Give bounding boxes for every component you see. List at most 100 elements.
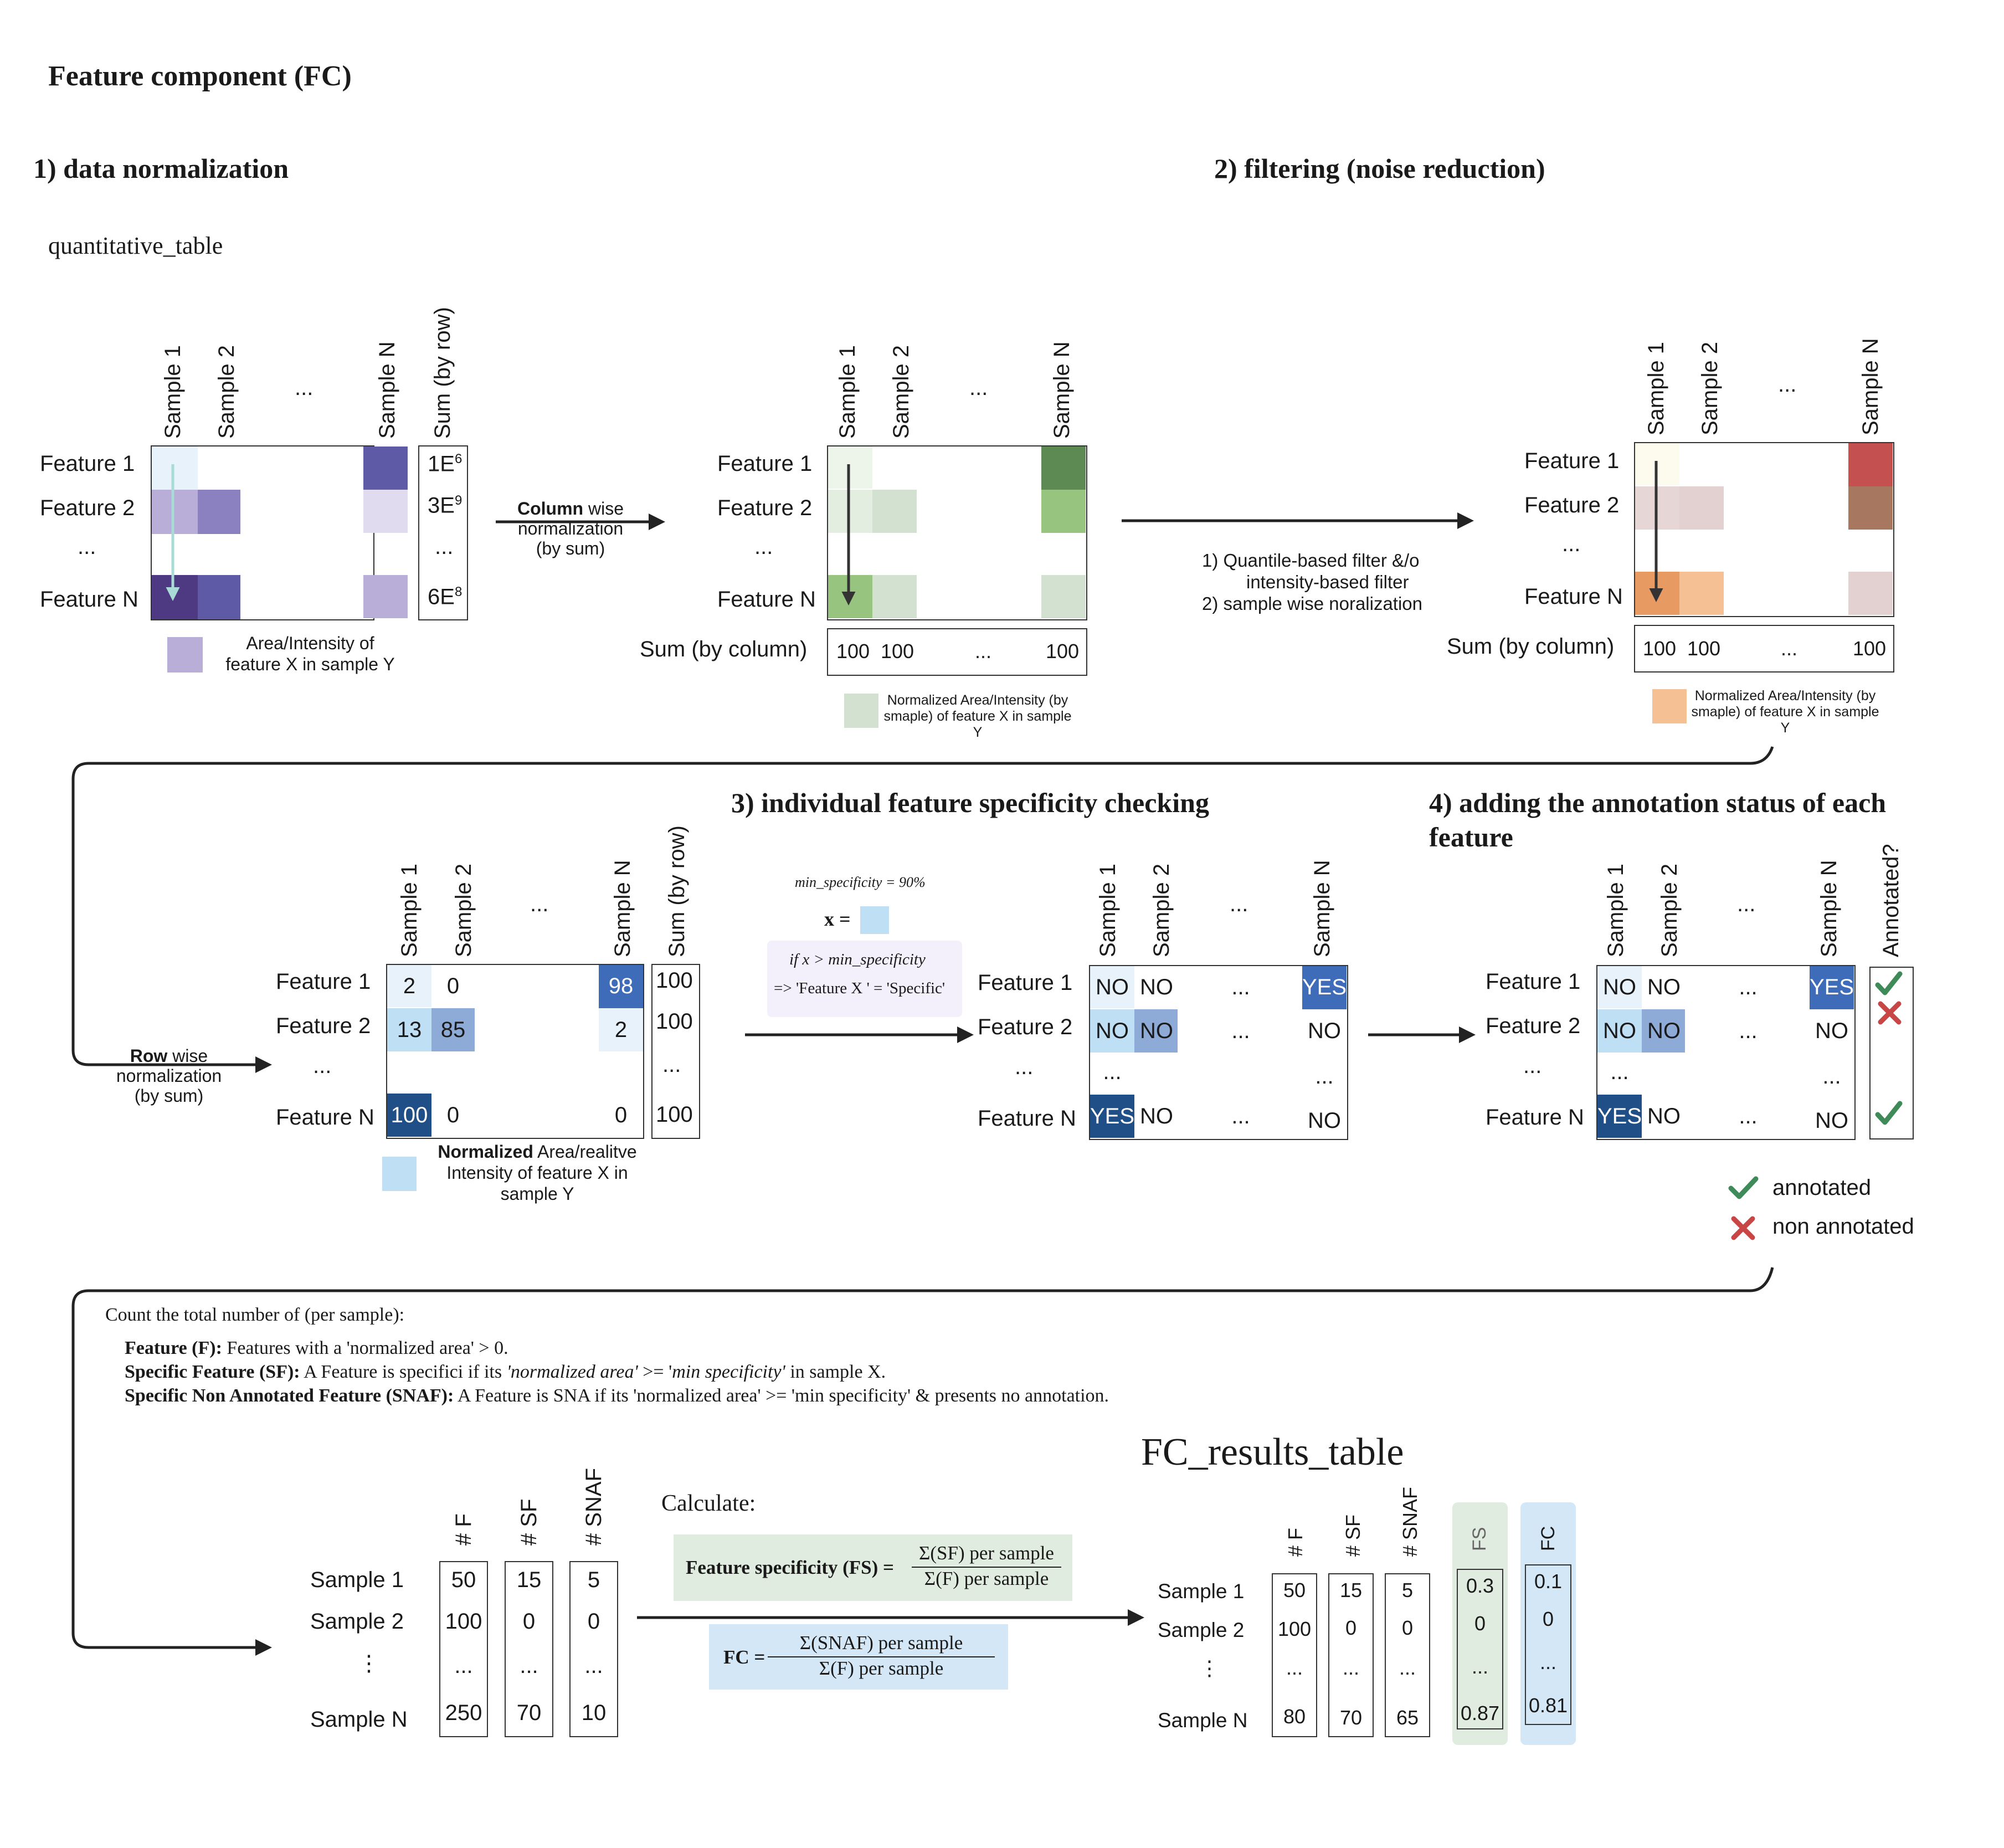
fs-column-highlight (1452, 1502, 1508, 1745)
ct-row-ellipsis: ⋮ (358, 1651, 380, 1676)
p1-cell-N-N (363, 575, 408, 618)
rowwise-label: Row wise normalization (by sum) (116, 1046, 222, 1106)
p5-row-feature1: Feature 1 (978, 971, 1073, 995)
ct-val-1-sf: 15 (516, 1567, 542, 1592)
rt-val-2-snaf: 0 (1401, 1616, 1414, 1639)
p3-sum-row (1634, 625, 1894, 673)
ct-val-N-snaf: 10 (581, 1700, 607, 1725)
p6-val-1-1: NO (1603, 974, 1636, 999)
p4-legend-swatch (382, 1157, 417, 1191)
ct-box-sf (505, 1561, 553, 1737)
ct-val-2-snaf: 0 (587, 1609, 600, 1634)
p6-val-N-N: NO (1815, 1108, 1848, 1133)
p2-row-ellipsis: ... (754, 535, 773, 559)
p5-val-2-3: ... (1231, 1018, 1250, 1043)
p5-val-N-1: YES (1090, 1103, 1135, 1128)
condition-line2: => 'Feature X ' = 'Specific' (774, 979, 946, 997)
p1-cell-1-N (363, 446, 408, 490)
p5-val-1-1: NO (1096, 974, 1129, 999)
p2-sum-row (827, 628, 1087, 676)
p4-row-ellipsis: ... (313, 1054, 332, 1078)
p5-matrix (1089, 965, 1348, 1140)
p4-sum-2: 100 (656, 1009, 693, 1034)
p3-legend-swatch (1652, 689, 1687, 723)
p1-cell-N-2 (198, 575, 240, 619)
p4-val-2-1: 13 (397, 1017, 422, 1042)
rt-val-N-sf: 70 (1339, 1706, 1363, 1729)
rt-box-fs (1457, 1569, 1503, 1729)
p1-sum-N: 6E8 (428, 584, 463, 609)
fs-formula-label: Feature specificity (FS) = (686, 1557, 894, 1578)
p3-legend-text: Normalized Area/Intensity (by smaple) of… (1691, 688, 1879, 736)
p2-row-featureN: Feature N (717, 587, 816, 612)
p4-val-1-1: 2 (403, 973, 416, 998)
p1-row-feature2: Feature 2 (40, 496, 135, 520)
p6-val-1-3: ... (1739, 974, 1758, 999)
p6-val-2-1: NO (1603, 1018, 1636, 1043)
ct-row-sample2: Sample 2 (310, 1609, 404, 1634)
p1-row-featureN: Feature N (40, 587, 138, 612)
p4-val-2-N: 2 (614, 1017, 628, 1042)
figure-title: Feature component (FC) (48, 60, 352, 92)
condition-line1: if x > min_specificity (789, 951, 926, 968)
fs-fraction-bar (912, 1567, 1061, 1568)
p1-sum-ellipsis: ... (435, 535, 454, 559)
rt-val-2-sf: 0 (1345, 1616, 1357, 1639)
legend-annotated-label: annotated (1772, 1175, 1871, 1200)
p5-row-feature2: Feature 2 (978, 1015, 1073, 1039)
count-intro: Count the total number of (per sample): (105, 1305, 405, 1325)
p6-val-1-2: NO (1647, 974, 1681, 999)
p1-legend-text: Area/Intensity of feature X in sample Y (225, 633, 395, 674)
p2-legend-text: Normalized Area/Intensity (by smaple) of… (883, 692, 1072, 740)
fs-formula-box: Feature specificity (FS) = Σ(SF) per sam… (674, 1534, 1072, 1601)
p6-val-2-2: NO (1647, 1018, 1681, 1043)
filter-note: 1) Quantile-based filter &/o intensity-b… (1202, 550, 1423, 614)
p6-val-2-N: NO (1815, 1018, 1848, 1043)
ct-box-snaf (569, 1561, 618, 1737)
table-label: quantitative_table (48, 232, 223, 259)
section4-heading-line1: 4) adding the annotation status of each (1429, 787, 1887, 818)
p4-row-feature1: Feature 1 (276, 969, 371, 994)
p3-sum-1: 100 (1643, 637, 1677, 660)
results-title: FC_results_table (1141, 1431, 1404, 1474)
ct-row-sampleN: Sample N (310, 1707, 408, 1732)
p2-row-feature2: Feature 2 (717, 496, 813, 520)
cross-icon (1731, 1216, 1755, 1240)
p4-sum-ellipsis: ... (662, 1053, 681, 1077)
ct-val-2-f: 100 (445, 1609, 482, 1634)
count-line-snaf: Specific Non Annotated Feature (SNAF): A… (125, 1385, 1109, 1406)
p6-val-N-3: ... (1739, 1103, 1758, 1128)
p1-matrix (151, 445, 374, 620)
rt-row-sample2: Sample 2 (1158, 1619, 1245, 1641)
p5-val-3-N: ... (1315, 1064, 1334, 1089)
p4-val-N-2: 0 (446, 1102, 460, 1127)
x-equals-label: x = (824, 908, 851, 930)
p1-cell-2-1 (152, 490, 198, 534)
p2-col-ellipsis: ... (969, 376, 988, 400)
p4-matrix (386, 964, 644, 1139)
rt-val-2-fs: 0 (1474, 1612, 1486, 1635)
check-icon (1728, 1176, 1759, 1199)
ct-val-3-f: ... (454, 1653, 473, 1678)
count-line-sf: Specific Feature (SF): A Feature is spec… (125, 1362, 886, 1382)
p5-val-N-3: ... (1231, 1103, 1250, 1128)
fs-formula-numerator: Σ(SF) per sample (919, 1542, 1054, 1564)
p6-val-N-2: NO (1647, 1103, 1681, 1128)
p5-val-2-2: NO (1140, 1018, 1173, 1043)
p6-val-3-N: ... (1822, 1064, 1841, 1089)
ct-val-N-sf: 70 (516, 1700, 542, 1725)
p2-legend-swatch (844, 694, 878, 728)
p3-row-featureN: Feature N (1524, 584, 1623, 609)
rt-val-N-fc: 0.81 (1528, 1694, 1568, 1717)
p1-col-ellipsis: ... (295, 376, 314, 400)
p2-matrix (827, 445, 1087, 620)
x-swatch (860, 906, 889, 934)
p5-row-featureN: Feature N (978, 1106, 1076, 1131)
rt-val-N-snaf: 65 (1396, 1706, 1419, 1729)
ct-val-1-f: 50 (451, 1567, 476, 1592)
p5-val-N-N: NO (1308, 1108, 1341, 1133)
rt-val-1-fc: 0.1 (1534, 1570, 1563, 1593)
fc-formula-numerator: Σ(SNAF) per sample (799, 1632, 963, 1654)
